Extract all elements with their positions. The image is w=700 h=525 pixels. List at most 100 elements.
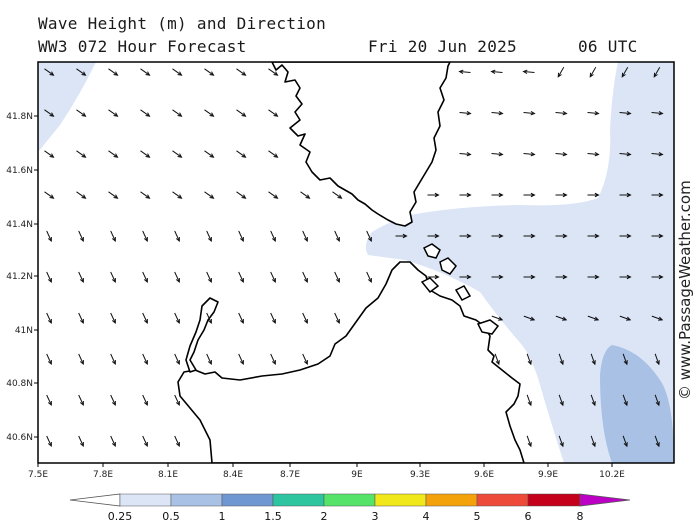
wave-arrow — [653, 66, 661, 78]
wave-arrow — [654, 394, 660, 407]
wave-arrow — [78, 394, 84, 407]
wave-arrow — [651, 192, 664, 198]
wave-arrow — [491, 233, 504, 239]
forecast-time: 06 UTC — [578, 37, 638, 56]
wave-arrow — [108, 68, 119, 76]
colorbar-label: 4 — [423, 510, 430, 523]
wave-arrow — [558, 353, 564, 366]
wave-arrow — [427, 274, 440, 280]
longitude-axis: 7.5E 7.8E 8.1E 8.4E 8.7E 9E 9.3E 9.6E 9.9E 10.2E — [28, 463, 625, 480]
wave-arrow — [558, 394, 564, 407]
wave-arrow — [494, 353, 500, 366]
wave-arrow — [459, 274, 472, 280]
wave-arrow — [558, 435, 564, 448]
wave-arrow — [587, 192, 600, 198]
wave-arrow — [44, 109, 55, 117]
wave-arrow — [302, 271, 308, 284]
wave-arrow — [300, 191, 311, 199]
wave-arrow — [174, 312, 180, 325]
wave-arrow — [395, 233, 408, 239]
colorbar-segment — [374, 493, 427, 507]
wave-arrow — [140, 109, 151, 117]
wave-arrow — [366, 271, 372, 284]
colorbar-high-end — [579, 493, 631, 507]
wave-arrow — [108, 191, 119, 199]
colorbar-label: 2 — [321, 510, 328, 523]
wave-arrow — [76, 191, 87, 199]
wave-arrow — [523, 111, 536, 116]
wave-arrow — [459, 233, 472, 239]
wave-arrow — [206, 230, 212, 243]
wave-arrow — [204, 68, 215, 76]
wave-arrow — [174, 353, 180, 366]
maddalena-islet-1 — [422, 243, 441, 259]
wave-arrow — [108, 150, 119, 158]
wave-arrow — [270, 353, 276, 366]
wave-arrow — [238, 230, 244, 243]
wave-arrow — [268, 191, 279, 199]
wave-arrow — [621, 66, 629, 78]
wave-arrow — [427, 233, 440, 239]
wave-arrow — [270, 312, 276, 325]
wave-arrow — [174, 271, 180, 284]
lat-tick-label: 41.2N — [6, 272, 33, 282]
wave-arrow — [76, 109, 87, 117]
wave-arrow — [491, 274, 504, 280]
wave-arrow — [302, 230, 308, 243]
wave-arrow — [142, 312, 148, 325]
wave-arrow — [302, 353, 308, 366]
lon-tick-label: 8.1E — [158, 470, 178, 480]
wave-arrow — [44, 68, 55, 76]
wave-arrow — [142, 230, 148, 243]
map-frame — [37, 61, 675, 464]
wave-arrow — [172, 68, 183, 76]
wave-arrow — [490, 69, 503, 74]
wave-region-northwest — [38, 62, 96, 152]
forecast-date: Fri 20 Jun 2025 — [368, 37, 517, 56]
wave-arrow — [268, 109, 279, 117]
wave-arrow — [622, 394, 628, 407]
wave-arrow — [270, 271, 276, 284]
lat-tick-label: 41N — [15, 326, 33, 336]
wave-arrow — [459, 152, 472, 157]
wave-arrow — [555, 152, 568, 157]
wave-arrow — [206, 312, 212, 325]
wave-arrow — [78, 435, 84, 448]
wave-arrow — [332, 191, 343, 199]
wave-arrow — [555, 315, 568, 321]
wave-arrow — [238, 353, 244, 366]
wave-arrow — [110, 230, 116, 243]
wave-arrow — [523, 315, 536, 321]
wave-arrow — [619, 152, 632, 157]
wave-arrow — [270, 230, 276, 243]
wave-arrow — [651, 233, 664, 239]
wave-arrow — [459, 111, 472, 116]
wave-arrow — [557, 66, 565, 78]
wave-arrow — [590, 353, 596, 366]
wave-arrow — [76, 150, 87, 158]
wave-arrow — [651, 274, 664, 280]
wave-arrow — [427, 192, 440, 198]
colorbar-label: 0.5 — [162, 510, 180, 523]
colorbar-segment — [476, 493, 529, 507]
wave-arrow — [142, 271, 148, 284]
asinara-island — [185, 297, 219, 373]
wave-arrow — [76, 68, 87, 76]
wave-arrow — [46, 271, 52, 284]
wave-arrow — [587, 111, 600, 116]
wave-arrow — [526, 353, 532, 366]
wave-region-east — [365, 62, 674, 463]
wave-arrow — [142, 353, 148, 366]
lat-tick-label: 40.6N — [6, 433, 33, 443]
wave-arrow — [172, 109, 183, 117]
wave-arrow — [555, 192, 568, 198]
colorbar-low-end — [69, 493, 121, 507]
colorbar-segment — [221, 493, 274, 507]
wave-arrow — [140, 68, 151, 76]
colorbar-segment — [425, 493, 478, 507]
lon-tick-label: 7.5E — [28, 470, 48, 480]
colorbar-segment — [527, 493, 581, 507]
wave-arrow — [651, 111, 664, 116]
maddalena-islet-3 — [420, 277, 440, 294]
